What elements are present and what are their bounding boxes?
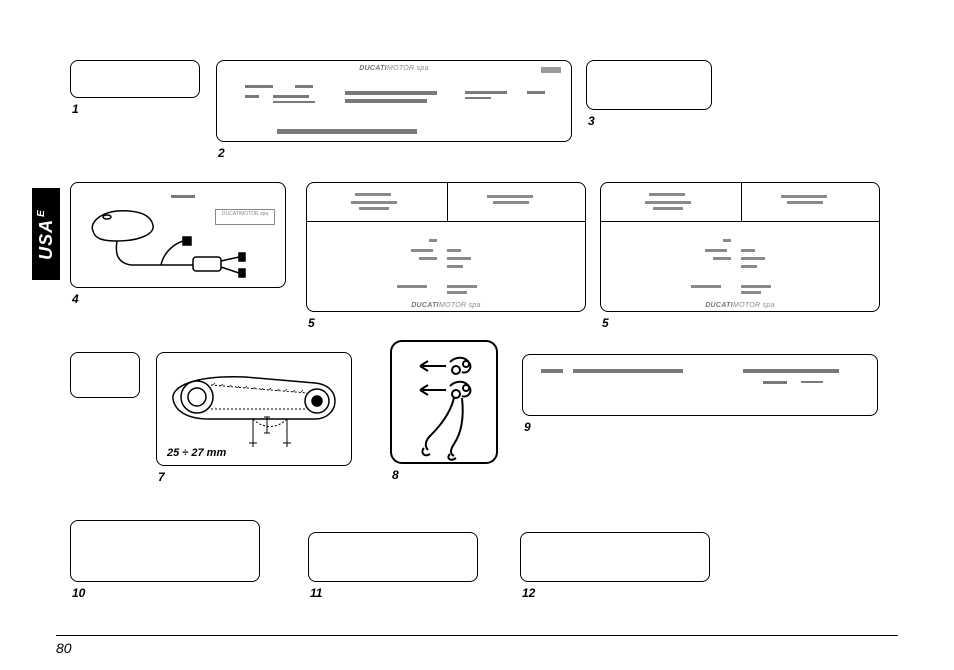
side-tab-label: USA: [36, 218, 56, 259]
caption-4: 4: [72, 292, 79, 306]
label-box-8: [390, 340, 498, 464]
label-box-11: [308, 532, 478, 582]
ducati-label-5b: DUCATIMOTOR spa: [705, 302, 775, 309]
caption-5a: 5: [308, 316, 315, 330]
chain-measurement-text: 25 ÷ 27 mm: [167, 447, 226, 459]
caption-11: 11: [310, 586, 322, 600]
ducati-label-5a: DUCATIMOTOR spa: [411, 302, 481, 309]
page-footer-rule: [56, 635, 898, 636]
caption-5b: 5: [602, 316, 609, 330]
label-box-5b: DUCATIMOTOR spa: [600, 182, 880, 312]
ducati-label-box2: DUCATIMOTOR spa: [359, 65, 429, 72]
label-box-4: DUCATIMOTOR spa: [70, 182, 286, 288]
caption-10: 10: [72, 586, 85, 600]
label-box-12: [520, 532, 710, 582]
label-box-6: [70, 352, 140, 398]
page-number: 80: [56, 640, 72, 656]
side-tab: USAE: [32, 188, 60, 280]
caption-7: 7: [158, 470, 165, 484]
caption-3: 3: [588, 114, 595, 128]
label-box-10: [70, 520, 260, 582]
caption-1: 1: [72, 102, 79, 116]
label-box-5a: DUCATIMOTOR spa: [306, 182, 586, 312]
caption-8: 8: [392, 468, 399, 482]
side-tab-suffix: E: [36, 209, 47, 217]
fuel-system-diagram-icon: [71, 183, 287, 289]
label-box-1: [70, 60, 200, 98]
label-box-7: 25 ÷ 27 mm: [156, 352, 352, 466]
helmet-hook-diagram-icon: [392, 342, 500, 466]
badge-icon: [541, 67, 561, 73]
label-box-3: [586, 60, 712, 110]
label-box-9: [522, 354, 878, 416]
label-box-2: DUCATIMOTOR spa: [216, 60, 572, 142]
caption-12: 12: [522, 586, 535, 600]
caption-2: 2: [218, 146, 225, 160]
caption-9: 9: [524, 420, 531, 434]
